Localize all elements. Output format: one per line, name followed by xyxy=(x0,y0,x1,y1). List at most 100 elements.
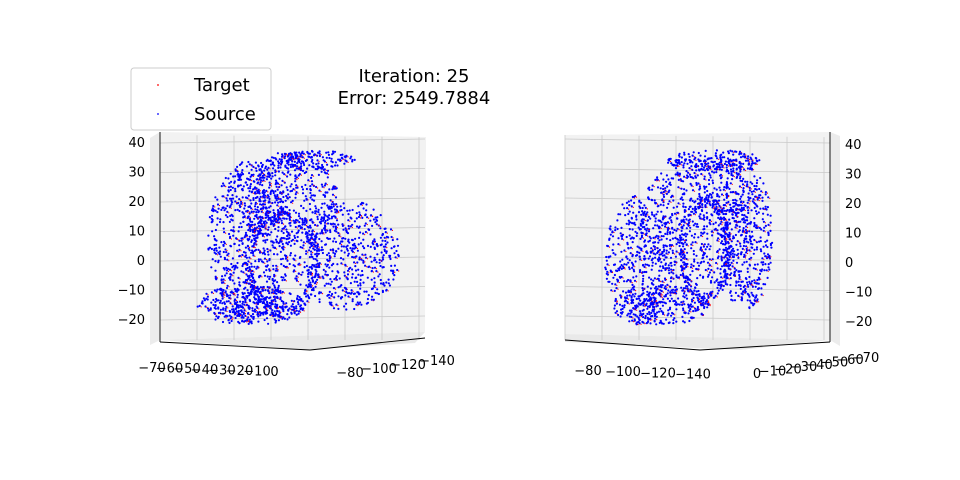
source-point xyxy=(292,188,295,191)
source-point xyxy=(390,247,393,250)
source-point xyxy=(358,236,361,239)
source-point xyxy=(343,274,346,277)
source-point xyxy=(250,262,253,265)
source-point xyxy=(349,157,352,160)
target-point xyxy=(695,159,697,161)
source-point xyxy=(379,264,382,268)
source-point xyxy=(729,206,732,209)
source-point xyxy=(615,302,619,305)
source-point xyxy=(766,276,769,279)
source-point xyxy=(743,168,746,171)
target-point xyxy=(269,168,271,170)
source-point xyxy=(657,237,660,240)
source-point xyxy=(239,178,243,181)
source-point xyxy=(312,257,315,260)
source-point xyxy=(664,225,667,228)
source-point xyxy=(624,214,627,217)
source-point xyxy=(627,223,630,226)
source-point xyxy=(263,257,267,260)
source-point xyxy=(323,284,326,287)
source-point xyxy=(287,160,290,164)
source-point xyxy=(323,184,326,187)
source-point xyxy=(364,256,368,259)
source-point xyxy=(704,205,707,209)
source-point xyxy=(396,244,400,247)
source-point xyxy=(305,158,308,162)
source-point xyxy=(331,193,335,196)
source-point xyxy=(703,155,707,158)
target-point xyxy=(690,280,692,282)
source-point xyxy=(684,241,687,244)
source-point xyxy=(708,219,712,222)
source-point xyxy=(300,204,303,207)
source-point xyxy=(373,256,376,259)
source-point xyxy=(691,199,694,202)
source-point xyxy=(738,277,741,280)
source-point xyxy=(285,186,288,189)
source-point xyxy=(642,316,645,319)
source-point xyxy=(268,275,272,278)
source-point xyxy=(257,210,260,213)
source-point xyxy=(231,201,234,204)
source-point xyxy=(656,205,659,208)
source-point xyxy=(332,307,336,310)
source-point xyxy=(271,172,274,175)
source-point xyxy=(682,224,685,227)
source-point xyxy=(287,233,290,236)
target-point xyxy=(712,232,714,234)
source-point xyxy=(707,243,710,246)
source-point xyxy=(663,254,666,257)
source-point xyxy=(732,250,736,253)
target-point xyxy=(320,277,322,279)
source-point xyxy=(715,200,718,203)
source-point xyxy=(311,183,314,186)
source-point xyxy=(734,202,737,205)
source-point xyxy=(645,212,648,216)
source-point xyxy=(739,179,742,182)
target-point xyxy=(680,224,683,226)
source-point xyxy=(738,208,741,211)
source-point xyxy=(248,292,251,295)
source-point xyxy=(224,176,227,180)
source-point xyxy=(240,239,243,242)
source-point xyxy=(734,198,737,201)
source-point xyxy=(309,224,312,227)
source-point xyxy=(204,305,207,308)
source-point xyxy=(259,300,262,303)
source-point xyxy=(681,233,684,236)
target-point xyxy=(307,251,309,253)
target-point xyxy=(297,177,299,179)
source-point xyxy=(330,203,333,206)
source-point xyxy=(753,263,757,266)
source-point xyxy=(745,247,748,251)
source-point xyxy=(628,204,631,207)
source-point xyxy=(730,172,733,175)
source-point xyxy=(717,216,720,219)
source-point xyxy=(349,282,352,285)
source-point xyxy=(750,301,753,304)
target-point xyxy=(608,272,610,274)
source-point xyxy=(678,244,681,248)
source-point xyxy=(717,283,720,287)
source-point xyxy=(680,248,683,251)
source-point xyxy=(659,203,662,206)
target-point xyxy=(678,229,680,231)
source-point xyxy=(755,294,758,297)
source-point xyxy=(274,300,277,303)
source-point xyxy=(746,267,749,270)
source-point xyxy=(290,183,293,186)
source-point xyxy=(658,256,661,259)
source-point xyxy=(321,248,324,251)
source-point xyxy=(703,191,706,194)
source-point xyxy=(631,241,634,244)
target-point xyxy=(754,199,756,201)
source-point xyxy=(309,226,312,229)
target-point xyxy=(299,264,301,267)
source-point xyxy=(711,214,714,217)
source-point xyxy=(639,222,642,226)
source-point xyxy=(721,209,724,212)
source-point xyxy=(309,185,312,188)
source-point xyxy=(347,224,350,228)
source-point xyxy=(314,275,317,278)
source-point xyxy=(357,205,360,208)
